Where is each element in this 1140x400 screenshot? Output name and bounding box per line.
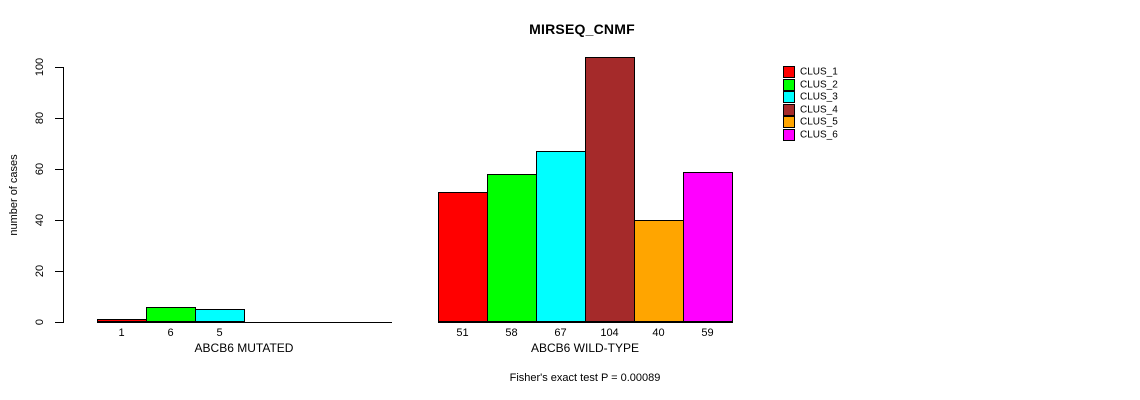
bar-clus-6 (683, 172, 733, 322)
group-label-mutated: ABCB6 MUTATED (194, 341, 294, 355)
y-tick-mark (55, 322, 63, 323)
legend-swatch (783, 78, 795, 91)
y-tick-mark (55, 67, 63, 68)
legend-swatch (783, 103, 795, 116)
legend-label: CLUS_6 (800, 129, 838, 141)
bar-value-label: 104 (600, 327, 619, 339)
bar-value-label: 5 (216, 327, 223, 339)
bar-value-label: 40 (652, 327, 665, 339)
y-tick-mark (55, 169, 63, 170)
bar-value-label: 1 (118, 327, 125, 339)
y-axis-label: number of cases (8, 154, 20, 236)
y-tick-mark (55, 118, 63, 119)
legend-label: CLUS_2 (800, 79, 838, 91)
bar-value-label: 59 (701, 327, 714, 339)
legend-swatch (783, 116, 795, 129)
bar-clus-1 (97, 319, 147, 322)
bar-clus-1 (438, 192, 488, 322)
bar-clus-3 (195, 309, 245, 322)
y-axis-line (63, 67, 64, 323)
bar-clus-3 (536, 151, 586, 322)
y-tick-label: 60 (34, 162, 46, 176)
x-axis-line (97, 322, 392, 323)
legend-label: CLUS_5 (800, 116, 838, 128)
y-tick-mark (55, 271, 63, 272)
bar-value-label: 6 (167, 327, 174, 339)
bar-value-label: 67 (554, 327, 567, 339)
bar-clus-5 (634, 220, 684, 322)
y-tick-label: 40 (34, 213, 46, 227)
bar-value-label: 58 (505, 327, 518, 339)
bar-clus-2 (146, 307, 196, 322)
bar-value-label: 51 (456, 327, 469, 339)
x-axis-line (438, 322, 733, 323)
legend-label: CLUS_4 (800, 104, 838, 116)
legend-label: CLUS_1 (800, 66, 838, 78)
y-tick-label: 20 (34, 264, 46, 278)
legend-label: CLUS_3 (800, 91, 838, 103)
legend-swatch (783, 91, 795, 104)
bar-clus-2 (487, 174, 537, 322)
bar-clus-4 (585, 57, 635, 322)
legend-swatch (783, 129, 795, 141)
y-tick-label: 100 (34, 57, 46, 77)
y-tick-label: 0 (34, 318, 46, 326)
chart-title: MIRSEQ_CNMF (529, 21, 635, 37)
group-label-wildtype: ABCB6 WILD-TYPE (530, 341, 640, 355)
legend-swatch (783, 66, 795, 78)
y-tick-label: 80 (34, 111, 46, 125)
y-tick-mark (55, 220, 63, 221)
fisher-test-annotation: Fisher's exact test P = 0.00089 (509, 372, 661, 384)
